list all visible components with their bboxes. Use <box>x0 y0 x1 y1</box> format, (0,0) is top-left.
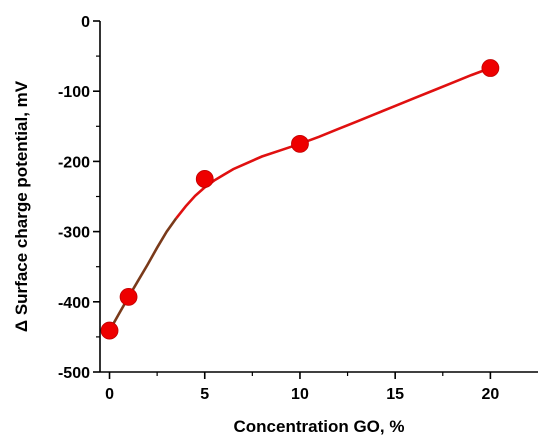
x-tick-label: 20 <box>481 386 499 403</box>
data-point <box>195 170 214 188</box>
data-point <box>481 59 500 77</box>
data-point <box>100 321 119 340</box>
data-point <box>119 287 138 306</box>
x-axis-label: Concentration GO, % <box>234 417 405 436</box>
fit-curve-line <box>175 66 491 220</box>
fit-curve <box>108 66 491 332</box>
x-tick-label: 15 <box>386 386 404 403</box>
ticks: 0 -100 -200 -300 -400 -500 0 5 10 15 20 <box>58 14 499 403</box>
y-tick-label: -500 <box>58 365 90 382</box>
x-tick-label: 5 <box>200 386 209 403</box>
y-tick-label: -300 <box>58 225 90 242</box>
y-axis-label: Δ Surface charge potential, mV <box>12 80 31 332</box>
data-point <box>291 134 309 153</box>
y-tick-label: -200 <box>58 154 90 171</box>
y-tick-label: -400 <box>58 295 90 312</box>
fit-curve-early-segment <box>108 217 178 332</box>
y-tick-label: 0 <box>81 14 90 31</box>
y-tick-label: -100 <box>58 84 90 101</box>
data-points <box>100 59 500 340</box>
x-tick-label: 10 <box>291 386 309 403</box>
x-tick-label: 0 <box>105 386 114 403</box>
